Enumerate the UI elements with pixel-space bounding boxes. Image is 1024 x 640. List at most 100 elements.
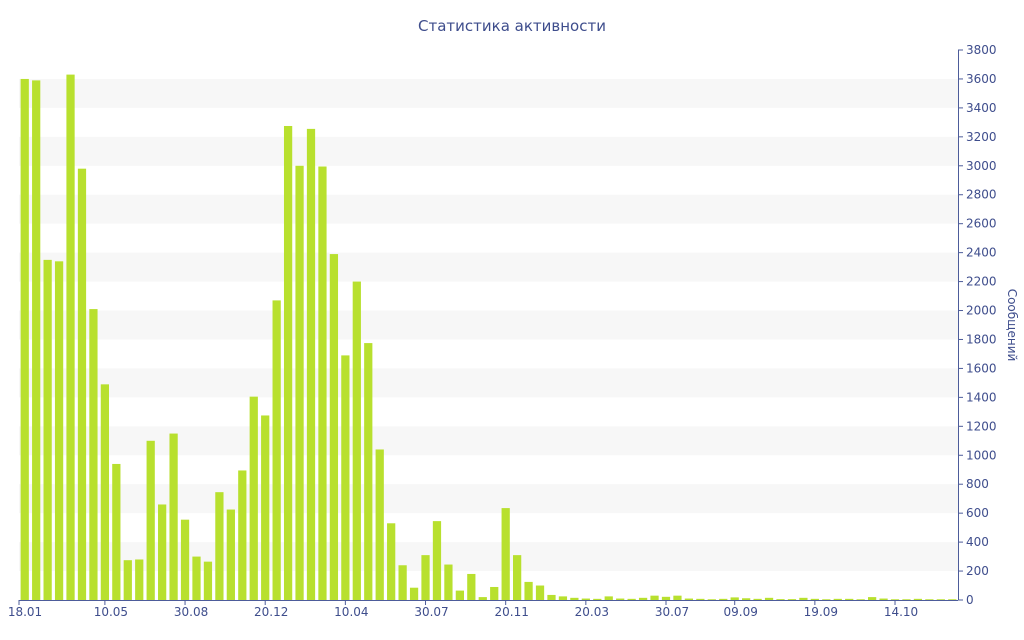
bar — [650, 595, 659, 600]
bar — [398, 565, 407, 600]
x-tick-label: 30.08 — [174, 605, 208, 619]
bar — [627, 598, 636, 600]
bar — [856, 599, 865, 600]
y-tick-label: 1200 — [966, 419, 997, 433]
bar — [696, 598, 705, 600]
grid-band — [19, 136, 958, 166]
bar — [753, 598, 762, 600]
bar — [776, 599, 785, 600]
y-tick-label: 0 — [966, 593, 974, 607]
x-tick-label: 09.09 — [724, 605, 758, 619]
bar — [913, 598, 923, 600]
grid-band — [19, 426, 958, 456]
y-tick-label: 800 — [966, 477, 989, 491]
bar — [261, 415, 270, 600]
bar — [283, 125, 293, 600]
bar — [32, 80, 41, 601]
bar — [478, 597, 487, 600]
y-tick-label: 1800 — [966, 332, 997, 346]
y-tick-label: 2800 — [966, 188, 997, 202]
bar — [123, 560, 132, 600]
bar — [329, 254, 339, 600]
bar — [432, 521, 442, 600]
bar — [501, 508, 510, 600]
x-tick-label: 20.11 — [494, 605, 528, 619]
bar — [547, 594, 556, 600]
y-tick-label: 3200 — [966, 130, 997, 144]
bar — [375, 449, 384, 600]
bar — [192, 556, 201, 600]
bar — [570, 597, 579, 600]
bar — [100, 384, 110, 600]
bar — [879, 598, 888, 600]
bar — [558, 596, 568, 600]
y-axis-label: Сообщений — [1005, 289, 1019, 362]
bar — [318, 166, 327, 600]
bar — [787, 599, 797, 600]
x-tick-label: 20.03 — [575, 605, 609, 619]
x-tick-label: 30.07 — [655, 605, 689, 619]
y-axis: 0 200 400 600 800 1000 1200 1400 1600 1800 2000 220… — [958, 43, 997, 607]
bar — [444, 564, 453, 600]
bar — [215, 492, 224, 600]
bar — [66, 74, 75, 600]
bar — [364, 343, 373, 600]
bar — [43, 259, 52, 600]
bar — [513, 555, 522, 600]
x-axis: 18.01 10.05 30.08 20.12 10.04 30.07 20.11 20.03… — [8, 600, 958, 619]
bar — [467, 573, 476, 600]
bar — [226, 509, 235, 600]
bar — [719, 598, 728, 600]
bar — [604, 596, 613, 600]
x-tick-label: 18.01 — [8, 605, 42, 619]
bar — [581, 598, 590, 600]
bar — [387, 523, 396, 600]
bar — [707, 599, 716, 600]
grid-band — [19, 252, 958, 282]
bar — [867, 597, 877, 600]
bar — [902, 599, 911, 600]
bar — [54, 261, 64, 600]
bar — [822, 599, 831, 600]
bar — [684, 598, 694, 600]
bar — [616, 598, 625, 600]
bar — [89, 309, 98, 600]
bar — [925, 599, 934, 600]
y-tick-label: 1600 — [966, 361, 997, 375]
bar — [455, 590, 464, 600]
bar — [638, 597, 648, 600]
bar — [833, 598, 842, 600]
bar — [810, 598, 819, 600]
bar — [593, 598, 602, 600]
y-tick-label: 600 — [966, 506, 989, 520]
y-tick-label: 2400 — [966, 246, 997, 260]
bar — [535, 585, 545, 600]
bar — [180, 519, 190, 600]
x-tick-label: 20.12 — [254, 605, 288, 619]
bar — [203, 561, 213, 600]
bar — [169, 433, 178, 600]
grid-band — [19, 194, 958, 224]
x-tick-label: 30.07 — [414, 605, 448, 619]
bar — [306, 128, 316, 600]
y-tick-label: 3400 — [966, 101, 997, 115]
bar — [77, 168, 87, 600]
grid-band — [19, 368, 958, 398]
bar — [272, 300, 281, 600]
bar — [249, 396, 258, 600]
bar — [742, 598, 751, 600]
bar — [146, 440, 155, 600]
bar — [341, 355, 350, 600]
y-tick-label: 1000 — [966, 448, 997, 462]
y-tick-label: 1400 — [966, 390, 997, 404]
y-tick-label: 2600 — [966, 217, 997, 231]
bar — [799, 597, 808, 600]
grid-band — [19, 310, 958, 340]
bar — [764, 597, 774, 600]
grid-band — [19, 78, 958, 108]
y-tick-label: 3000 — [966, 159, 997, 173]
x-tick-label: 10.05 — [94, 605, 128, 619]
bar — [524, 581, 533, 600]
bar — [112, 463, 121, 600]
